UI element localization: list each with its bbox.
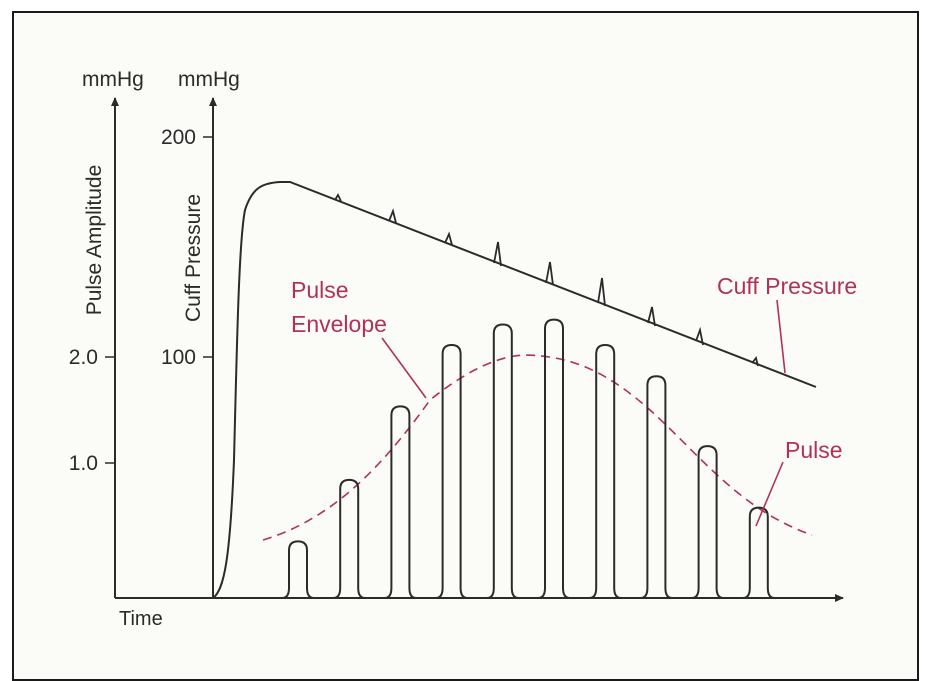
time-axis-label: Time	[119, 608, 163, 630]
cuff-oscillation	[444, 231, 453, 246]
cuff-pressure-leader	[776, 299, 786, 374]
pulse-waveforms	[281, 318, 775, 599]
cuff-pressure-axis-title: Cuff Pressure	[182, 194, 205, 322]
envelope-leader	[381, 337, 427, 399]
pulse-amplitude-axis-title: Pulse Amplitude	[83, 165, 106, 316]
pulse-annotation: Pulse	[785, 437, 843, 463]
pulse-bar	[537, 318, 571, 599]
pulse-leader	[755, 461, 784, 527]
cuff-pressure-curve	[212, 181, 817, 599]
cuff-oscillation	[647, 306, 656, 327]
cuff-oscillation	[493, 241, 502, 267]
pulse-bar	[742, 506, 775, 599]
cuff-pressure-annotation: Cuff Pressure	[717, 273, 857, 299]
tick-label-200: 200	[161, 126, 196, 149]
cuff-oscillation	[334, 193, 342, 202]
cuff-oscillation	[597, 277, 606, 307]
pulse-bar	[333, 478, 366, 599]
pulse-bar	[435, 343, 468, 599]
pulse-bar	[384, 405, 417, 599]
pulse-bar	[640, 375, 673, 599]
tick-label-100: 100	[161, 346, 196, 369]
left-axis-unit: mmHg	[82, 68, 144, 91]
cuff-oscillation	[751, 356, 759, 367]
cuff-oscillation	[388, 208, 397, 224]
pulse-envelope-curve	[262, 354, 813, 541]
pulse-bar	[281, 540, 315, 599]
pulse-bar	[691, 445, 724, 599]
right-axis-unit: mmHg	[178, 68, 240, 91]
pulse-envelope-annotation-line1: Pulse	[291, 277, 349, 303]
cuff-oscillation	[545, 261, 554, 286]
tick-label-1-0: 1.0	[69, 452, 98, 475]
pulse-bar	[486, 323, 519, 599]
cuff-oscillations	[334, 193, 759, 367]
pulse-envelope-annotation-line2: Envelope	[291, 311, 387, 337]
cuff-oscillation	[695, 326, 704, 346]
tick-label-2-0: 2.0	[69, 346, 98, 369]
pulse-bar	[589, 343, 622, 599]
